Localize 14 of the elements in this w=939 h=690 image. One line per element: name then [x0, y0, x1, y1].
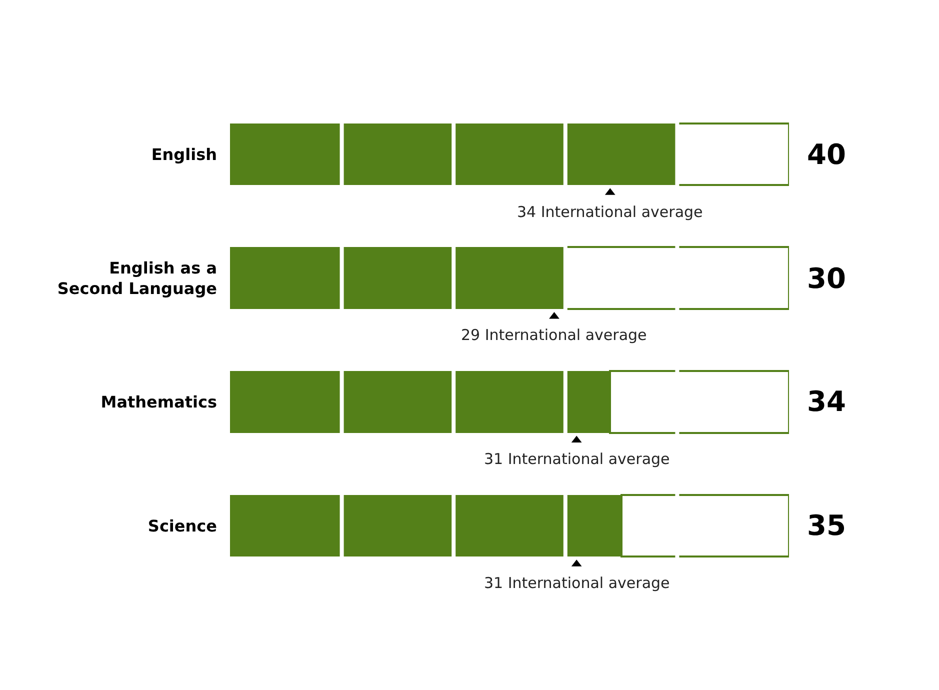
y-tick-label: English as a Second Language: [57, 258, 218, 298]
y-tick-label: English: [151, 144, 217, 164]
data-label: 34 International average: [517, 203, 703, 221]
data-label: 31 International average: [484, 574, 670, 592]
data-label: 34: [807, 385, 846, 418]
data-label: 35: [807, 509, 846, 542]
y-tick-label: Mathematics: [100, 392, 217, 412]
data-label: 31 International average: [484, 450, 670, 468]
bar: [230, 123, 678, 186]
data-label: 29 International average: [461, 326, 647, 344]
data-label: 30: [807, 262, 846, 295]
data-label: 40: [807, 138, 846, 171]
bar: [230, 247, 566, 310]
y-tick-label: Science: [148, 516, 218, 536]
